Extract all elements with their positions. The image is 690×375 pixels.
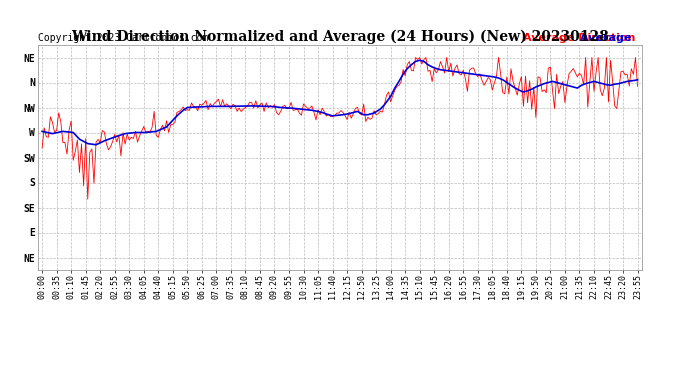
Text: Average: Average	[580, 33, 635, 43]
Text: Average Direction: Average Direction	[523, 33, 635, 43]
Title: Wind Direction Normalized and Average (24 Hours) (New) 20230128: Wind Direction Normalized and Average (2…	[71, 30, 609, 44]
Text: Copyright 2023 Cartronics.com: Copyright 2023 Cartronics.com	[38, 33, 208, 43]
